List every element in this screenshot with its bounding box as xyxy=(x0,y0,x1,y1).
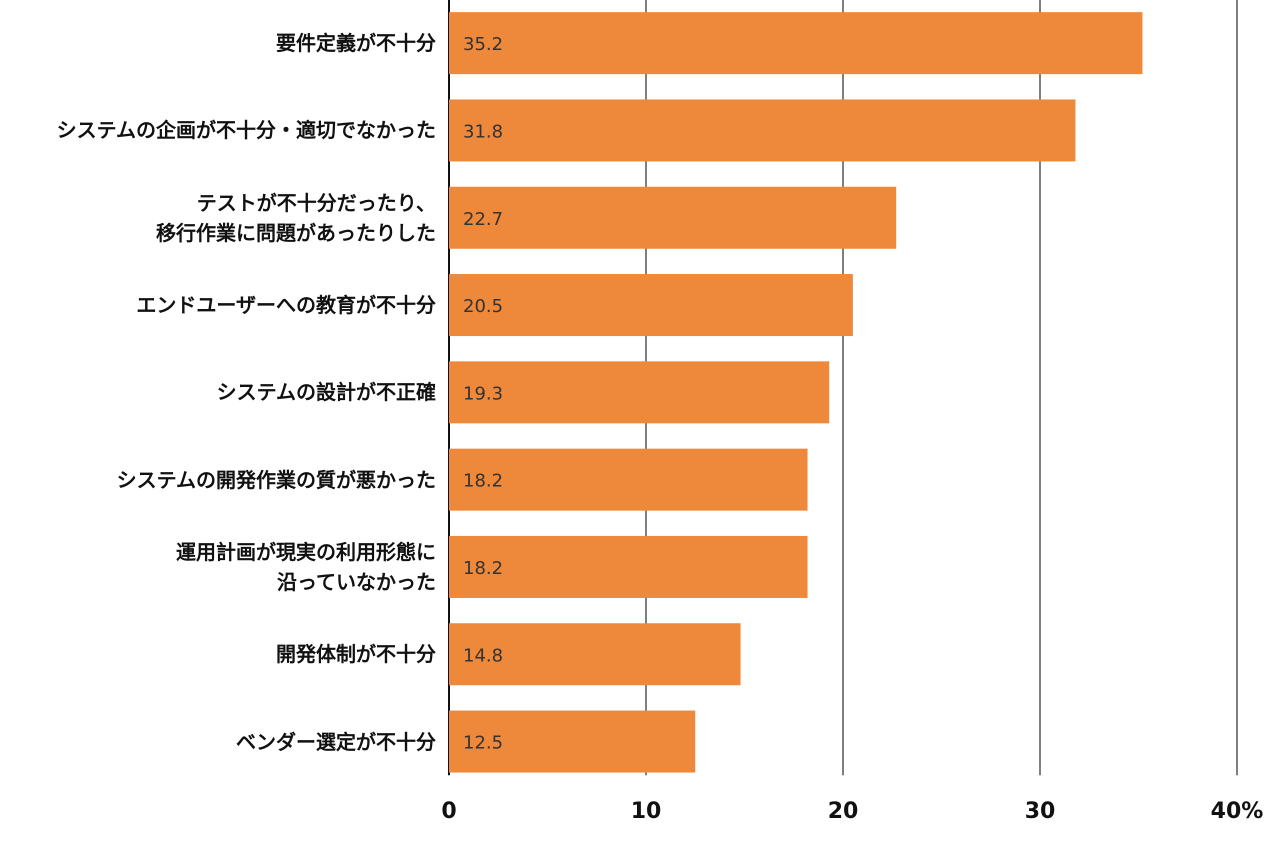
y-tick-label: エンドユーザーへの教育が不十分 xyxy=(136,293,436,318)
y-tick-label: テストが不十分だったり、 移行作業に問題があったりした xyxy=(156,190,436,245)
bar xyxy=(449,12,1143,75)
bar xyxy=(449,710,696,773)
value-label: 20.5 xyxy=(463,296,503,317)
value-label: 31.8 xyxy=(463,121,503,142)
value-label: 14.8 xyxy=(463,645,503,666)
value-label: 35.2 xyxy=(463,34,503,55)
bar xyxy=(449,623,741,686)
y-tick-label: システムの開発作業の質が悪かった xyxy=(116,467,436,492)
value-label: 22.7 xyxy=(463,209,503,230)
x-tick-label: 40% xyxy=(1211,799,1264,824)
bar xyxy=(449,186,897,249)
x-tick-label: 0 xyxy=(441,799,456,824)
y-tick-label: 運用計画が現実の利用形態に 沿っていなかった xyxy=(176,539,436,594)
y-tick-label: 開発体制が不十分 xyxy=(276,642,436,667)
value-label: 12.5 xyxy=(463,733,503,754)
bar xyxy=(449,448,808,511)
bar xyxy=(449,274,853,337)
y-tick-label: 要件定義が不十分 xyxy=(276,31,436,56)
value-label: 19.3 xyxy=(463,383,503,404)
bar xyxy=(449,99,1076,162)
bar xyxy=(449,535,808,598)
x-tick-label: 30 xyxy=(1025,799,1056,824)
bar xyxy=(449,361,830,424)
y-tick-label: ベンダー選定が不十分 xyxy=(236,729,436,754)
value-label: 18.2 xyxy=(463,558,503,579)
value-label: 18.2 xyxy=(463,471,503,492)
y-tick-label: システムの企画が不十分・適切でなかった xyxy=(56,118,436,143)
y-tick-label: システムの設計が不正確 xyxy=(216,380,436,405)
x-tick-label: 20 xyxy=(828,799,859,824)
x-tick-label: 10 xyxy=(631,799,662,824)
